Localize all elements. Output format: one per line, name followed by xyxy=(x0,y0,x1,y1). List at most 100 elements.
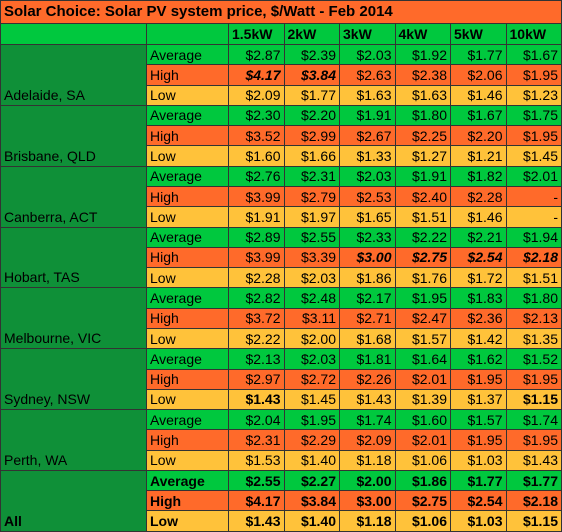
price-cell: $1.95 xyxy=(283,409,340,431)
price-cell: $1.53 xyxy=(228,449,285,471)
price-cell: $1.03 xyxy=(450,449,507,471)
price-cell: $1.94 xyxy=(505,226,562,248)
column-header: 5kW xyxy=(450,23,507,45)
row-label: Average xyxy=(146,165,229,187)
price-cell: $1.57 xyxy=(450,409,507,431)
price-cell: $1.91 xyxy=(228,206,285,228)
price-cell: $1.43 xyxy=(339,388,396,411)
city-cell: Melbourne, VIC xyxy=(0,287,147,350)
price-cell: $1.51 xyxy=(394,206,451,228)
row-label: High xyxy=(146,246,229,269)
price-cell: $1.95 xyxy=(505,368,562,390)
price-cell: $2.09 xyxy=(339,429,396,451)
data-row: Perth, WA Average $2.04 $1.95 $1.74 $1.60 $1.5… xyxy=(0,409,562,471)
price-cell: $1.45 xyxy=(283,388,340,411)
price-cell: $3.11 xyxy=(283,307,340,329)
row-label: High xyxy=(146,307,229,329)
price-cell: $2.76 xyxy=(228,165,285,187)
row-label: Average xyxy=(146,104,229,127)
row-label: Low xyxy=(146,510,229,532)
price-cell: $1.95 xyxy=(394,287,451,309)
price-cell: $2.03 xyxy=(283,348,340,370)
price-cell: $1.40 xyxy=(283,449,340,471)
price-cell: $1.43 xyxy=(228,388,285,411)
row-label: Low xyxy=(146,449,229,471)
city-cell: Brisbane, QLD xyxy=(0,104,147,167)
price-cell: $1.75 xyxy=(505,104,562,127)
price-cell: $1.21 xyxy=(450,145,507,167)
price-cell: $2.54 xyxy=(450,490,507,512)
price-cell: $1.42 xyxy=(450,327,507,350)
price-cell: $1.18 xyxy=(339,449,396,471)
price-cell: $2.31 xyxy=(228,429,285,451)
data-row: Low $2.28 $2.03 $1.86 $1.76 $1.72 $1.51 xyxy=(0,267,562,289)
price-cell: $2.28 xyxy=(450,185,507,208)
price-cell: $1.39 xyxy=(394,388,451,411)
price-cell: $1.23 xyxy=(505,84,562,106)
row-label: High xyxy=(146,64,229,86)
price-cell: $2.29 xyxy=(283,429,340,451)
price-cell: $2.97 xyxy=(228,368,285,390)
price-cell: $3.52 xyxy=(228,125,285,147)
column-header: 10kW xyxy=(505,23,562,45)
price-cell: $1.35 xyxy=(505,327,562,350)
header-row: 1.5kW 2kW 3kW 4kW 5kW 10kW xyxy=(0,23,562,45)
price-cell: $2.39 xyxy=(283,43,340,66)
price-cell: $2.48 xyxy=(283,287,340,309)
price-cell: $1.60 xyxy=(394,409,451,431)
row-label: Low xyxy=(146,206,229,228)
price-cell: $1.74 xyxy=(505,409,562,431)
price-cell: $1.63 xyxy=(394,84,451,106)
data-row: Melbourne, VIC Average $2.82 $2.48 $2.17 $1.9… xyxy=(0,287,562,350)
price-cell: $2.01 xyxy=(394,429,451,451)
price-cell: $2.79 xyxy=(283,185,340,208)
price-cell: $2.00 xyxy=(283,327,340,350)
corner-cell xyxy=(146,23,229,45)
city-cell: Perth, WA xyxy=(0,409,147,471)
price-cell: $2.75 xyxy=(394,246,451,269)
price-cell: $2.03 xyxy=(339,43,396,66)
price-cell: $1.18 xyxy=(339,510,396,532)
price-cell: $1.76 xyxy=(394,267,451,289)
price-cell: $1.45 xyxy=(505,145,562,167)
price-cell: $1.77 xyxy=(505,469,562,492)
price-cell: $1.86 xyxy=(394,469,451,492)
price-cell: $1.67 xyxy=(450,104,507,127)
price-cell: $1.15 xyxy=(505,510,562,532)
price-cell: - xyxy=(505,206,562,228)
price-cell: $2.03 xyxy=(339,165,396,187)
price-cell: $2.75 xyxy=(394,490,451,512)
column-header: 3kW xyxy=(339,23,396,45)
price-cell: $1.65 xyxy=(339,206,396,228)
price-cell: $2.89 xyxy=(228,226,285,248)
price-cell: $2.01 xyxy=(505,165,562,187)
price-cell: $2.99 xyxy=(283,125,340,147)
price-cell: $2.20 xyxy=(283,104,340,127)
price-cell: $1.46 xyxy=(450,206,507,228)
data-row: Canberra, ACT Average $2.76 $2.31 $2.03 $1.91… xyxy=(0,165,562,228)
price-cell: $1.43 xyxy=(228,510,285,532)
price-cell: $1.51 xyxy=(505,267,562,289)
price-cell: $1.15 xyxy=(505,388,562,411)
price-cell: $3.00 xyxy=(339,490,396,512)
price-cell: $3.72 xyxy=(228,307,285,329)
price-cell: $1.83 xyxy=(450,287,507,309)
price-cell: $1.77 xyxy=(283,84,340,106)
price-cell: $1.62 xyxy=(450,348,507,370)
price-cell: $1.46 xyxy=(450,84,507,106)
price-cell: $2.13 xyxy=(505,307,562,329)
price-cell: $1.86 xyxy=(339,267,396,289)
price-cell: $2.22 xyxy=(228,327,285,350)
price-cell: $2.01 xyxy=(394,368,451,390)
price-cell: $2.06 xyxy=(450,64,507,86)
price-cell: $1.82 xyxy=(450,165,507,187)
price-cell: $1.63 xyxy=(339,84,396,106)
data-row: Sydney, NSW Average $2.13 $2.03 $1.81 $1.64 $1… xyxy=(0,348,562,411)
row-label: Average xyxy=(146,469,229,492)
data-row: Brisbane, QLD Average $2.30 $2.20 $1.91 $1.80… xyxy=(0,104,562,167)
price-cell: $1.68 xyxy=(339,327,396,350)
price-cell: $1.43 xyxy=(505,449,562,471)
price-cell: $2.27 xyxy=(283,469,340,492)
corner-cell xyxy=(0,23,147,45)
